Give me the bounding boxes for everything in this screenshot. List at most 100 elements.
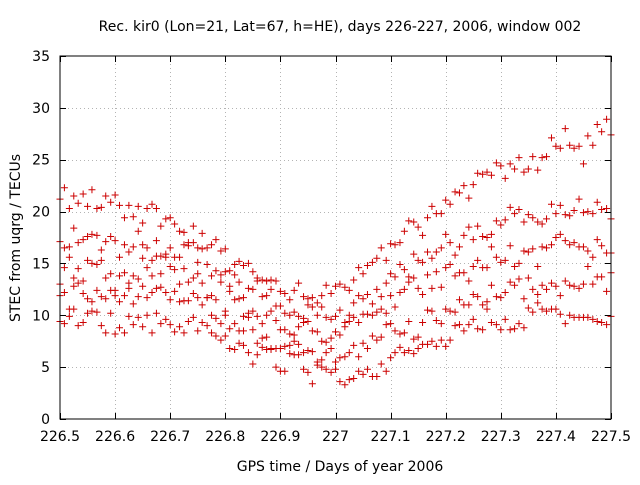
data-point (460, 231, 468, 239)
data-point (244, 309, 252, 317)
data-point (180, 241, 188, 249)
data-point (405, 273, 413, 281)
data-point (322, 365, 330, 373)
data-point (437, 336, 445, 344)
data-point (139, 219, 147, 227)
data-point (166, 296, 174, 304)
data-point (322, 281, 330, 289)
data-point (373, 308, 381, 316)
data-point (534, 291, 542, 299)
data-point (327, 315, 335, 323)
data-point (281, 342, 289, 350)
data-point (281, 367, 289, 375)
y-tick-label: 15 (32, 256, 50, 272)
data-point (239, 312, 247, 320)
data-point (474, 169, 482, 177)
data-point (460, 269, 468, 277)
data-point (382, 256, 390, 264)
data-point (556, 230, 564, 238)
data-point (465, 277, 473, 285)
data-point (88, 298, 96, 306)
data-point (400, 329, 408, 337)
data-point (332, 328, 339, 336)
data-point (556, 201, 564, 209)
data-point (556, 144, 564, 152)
data-point (318, 356, 326, 364)
data-point (368, 258, 376, 266)
data-point (442, 196, 450, 204)
data-point (249, 285, 257, 293)
data-point (276, 344, 284, 352)
data-point (363, 365, 371, 373)
data-point (322, 338, 330, 346)
data-point (579, 160, 587, 168)
data-point (497, 221, 505, 229)
data-point (492, 217, 500, 225)
data-point (134, 275, 142, 283)
data-point (332, 358, 339, 366)
data-point (70, 282, 78, 290)
data-point (428, 254, 436, 262)
data-point (469, 291, 477, 299)
data-point (575, 195, 583, 203)
data-point (139, 323, 147, 331)
data-point (332, 312, 339, 320)
data-point (253, 312, 261, 320)
data-point (65, 253, 73, 261)
data-point (424, 214, 432, 222)
data-point (345, 349, 353, 357)
data-point (460, 327, 468, 335)
data-point (249, 307, 257, 315)
data-point (359, 370, 367, 378)
data-point (176, 298, 184, 306)
chart-title: Rec. kir0 (Lon=21, Lat=67, h=HE), days 2… (99, 19, 582, 35)
data-point (212, 332, 220, 340)
data-point (84, 295, 92, 303)
data-point (152, 284, 160, 292)
x-axis-label: GPS time / Days of year 2006 (237, 459, 444, 475)
data-point (424, 306, 432, 314)
data-point (249, 268, 257, 276)
data-point (598, 128, 606, 136)
data-point (97, 246, 105, 254)
data-point (148, 200, 156, 208)
data-point (451, 272, 459, 280)
data-point (253, 277, 261, 285)
data-point (487, 281, 495, 289)
data-point (281, 309, 289, 317)
data-point (355, 367, 363, 375)
data-point (88, 307, 96, 315)
data-point (520, 168, 528, 176)
data-point (424, 248, 432, 256)
data-point (116, 324, 124, 332)
data-point (579, 280, 587, 288)
data-point (239, 327, 247, 335)
data-point (79, 277, 87, 285)
data-point (198, 245, 206, 253)
data-point (400, 285, 408, 293)
data-point (212, 296, 220, 304)
data-point (148, 256, 156, 264)
data-point (543, 244, 551, 252)
data-point (561, 277, 569, 285)
data-point (208, 272, 216, 280)
data-point (511, 210, 519, 218)
data-point (120, 241, 128, 249)
data-point (382, 309, 390, 317)
data-point (570, 144, 578, 152)
data-point (469, 181, 477, 189)
data-point (363, 262, 371, 270)
data-point (534, 166, 542, 174)
data-point (391, 327, 399, 335)
data-point (70, 274, 78, 282)
data-point (345, 311, 353, 319)
data-point (414, 223, 422, 231)
data-point (552, 305, 560, 313)
data-point (84, 232, 92, 240)
data-point (286, 350, 294, 358)
data-point (524, 165, 532, 173)
data-point (419, 291, 427, 299)
data-point (487, 230, 495, 238)
data-point (157, 270, 165, 278)
